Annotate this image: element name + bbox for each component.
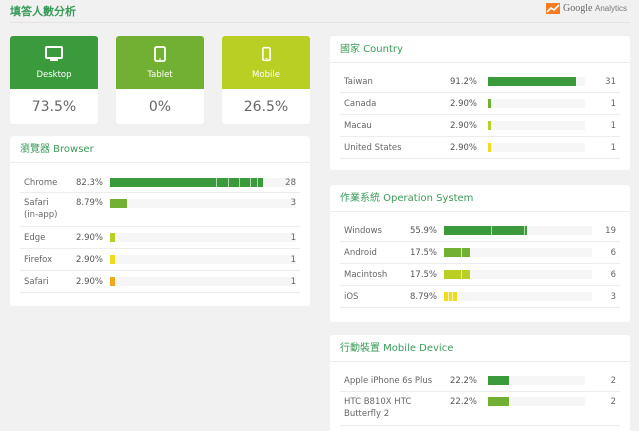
header-divider xyxy=(10,22,630,23)
device-label: Mobile xyxy=(252,70,280,80)
panel-title: 作業系統 Operation System xyxy=(330,185,630,212)
bar-track xyxy=(444,248,592,257)
list-item: Macau 2.90% 1 xyxy=(340,115,620,137)
country-panel: 國家 Country Taiwan 91.2% 31 Canada 2.90% … xyxy=(330,36,630,170)
list-item: United States 2.90% 1 xyxy=(340,137,620,159)
bar-fill xyxy=(110,199,127,208)
bar-track xyxy=(110,233,296,242)
bar-track xyxy=(110,199,296,208)
page-title: 填答人數分析 xyxy=(10,5,76,18)
country-list: Taiwan 91.2% 31 Canada 2.90% 1 Macau 2.9… xyxy=(330,63,630,159)
bar-fill xyxy=(110,178,263,187)
bar-fill xyxy=(488,121,491,130)
list-item: Android 17.5% 6 xyxy=(340,242,620,264)
bar-track xyxy=(444,270,592,279)
bar-fill xyxy=(444,248,470,257)
desktop-icon xyxy=(45,46,63,61)
logo-text: Google xyxy=(563,3,593,14)
bar-track xyxy=(488,77,585,86)
list-item: Firefox 2.90% 1 xyxy=(20,249,300,271)
list-item: iOS 8.79% 3 xyxy=(340,286,620,308)
bar-fill xyxy=(488,143,491,152)
browser-list: Chrome 82.3% 28 Safari (in-app) 8.79% 3 … xyxy=(10,163,310,293)
bar-fill xyxy=(444,226,527,235)
panel-title: 瀏覽器 Browser xyxy=(10,136,310,163)
device-label: Desktop xyxy=(36,70,72,80)
list-item: Canada 2.90% 1 xyxy=(340,93,620,115)
list-item: Safari 2.90% 1 xyxy=(20,271,300,293)
google-analytics-logo: Google Analytics xyxy=(546,3,627,14)
device-tile-mobile: Mobile 26.5% xyxy=(222,36,310,124)
google-analytics-icon xyxy=(546,3,561,14)
device-label: Tablet xyxy=(147,70,173,80)
bar-track xyxy=(488,99,585,108)
list-item: Taiwan 91.2% 31 xyxy=(340,71,620,93)
bar-fill xyxy=(110,255,115,264)
list-item: Chrome 82.3% 28 xyxy=(20,171,300,193)
device-tile-tablet: Tablet 0% xyxy=(116,36,204,124)
list-item: Macintosh 17.5% 6 xyxy=(340,264,620,286)
bar-fill xyxy=(110,233,115,242)
mobile-device-panel: 行動裝置 Mobile Device Apple iPhone 6s Plus … xyxy=(330,335,630,431)
list-item: Apple iPhone 6s Plus 22.2% 2 xyxy=(340,370,620,392)
panel-title: 行動裝置 Mobile Device xyxy=(330,335,630,362)
bar-fill xyxy=(444,292,457,301)
list-item: HTC B810X HTC Butterfly 2 22.2% 2 xyxy=(340,392,620,426)
device-value: 0% xyxy=(148,98,172,115)
bar-track xyxy=(488,143,585,152)
bar-track xyxy=(488,376,585,385)
bar-fill xyxy=(444,270,470,279)
top-bar: 填答人數分析 Google Analytics xyxy=(0,0,639,22)
os-panel: 作業系統 Operation System Windows 55.9% 19 A… xyxy=(330,185,630,322)
mobile-device-list: Apple iPhone 6s Plus 22.2% 2 HTC B810X H… xyxy=(330,362,630,426)
bar-track xyxy=(110,277,296,286)
device-value: 26.5% xyxy=(243,98,289,115)
bar-track xyxy=(488,121,585,130)
bar-fill xyxy=(488,376,509,385)
list-item: Windows 55.9% 19 xyxy=(340,220,620,242)
browser-panel: 瀏覽器 Browser Chrome 82.3% 28 Safari (in-a… xyxy=(10,136,310,306)
bar-track xyxy=(110,255,296,264)
bar-fill xyxy=(488,397,509,406)
device-value: 73.5% xyxy=(31,98,77,115)
tablet-icon xyxy=(154,46,166,62)
bar-track xyxy=(444,292,592,301)
list-item: Safari (in-app) 8.79% 3 xyxy=(20,193,300,227)
device-tile-desktop: Desktop 73.5% xyxy=(10,36,98,124)
panel-title: 國家 Country xyxy=(330,36,630,63)
bar-track xyxy=(110,178,296,187)
logo-subtext: Analytics xyxy=(594,4,627,13)
bar-fill xyxy=(110,277,115,286)
bar-track xyxy=(488,397,585,406)
bar-track xyxy=(444,226,592,235)
bar-fill xyxy=(488,77,576,86)
list-item: Edge 2.90% 1 xyxy=(20,227,300,249)
bar-fill xyxy=(488,99,491,108)
os-list: Windows 55.9% 19 Android 17.5% 6 Macinto… xyxy=(330,212,630,308)
mobile-icon xyxy=(261,46,271,62)
